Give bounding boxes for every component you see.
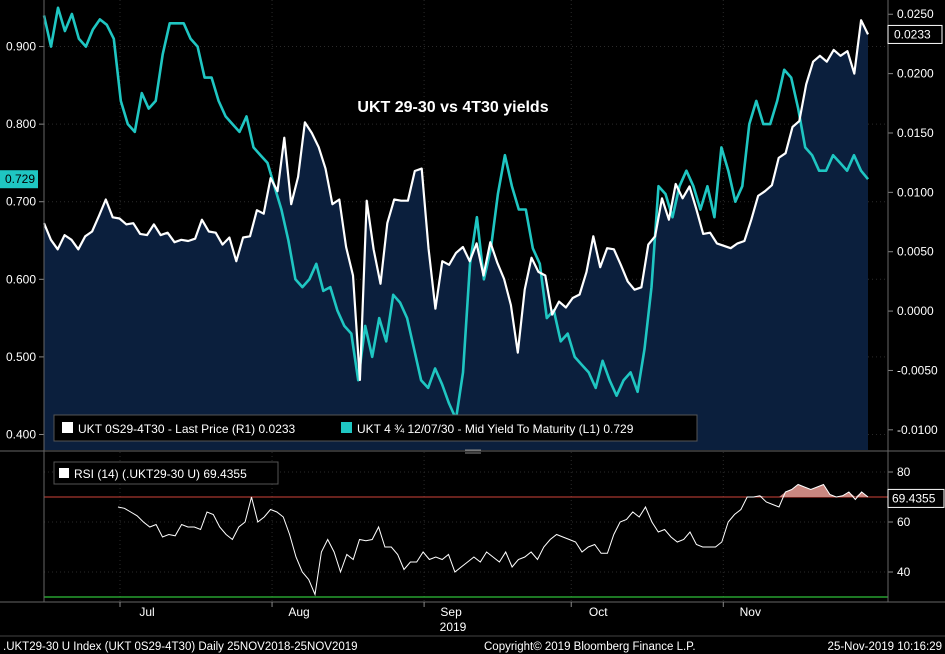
right-tick-label: 0.0100 (897, 185, 934, 199)
x-tick-label: Aug (288, 605, 309, 619)
right-tick-label: 0.0150 (897, 126, 934, 140)
right-current-tag: 0.0233 (887, 24, 943, 44)
rsi-current-tag: 69.4355 (887, 488, 945, 508)
footer-copyright: Copyright© 2019 Bloomberg Finance L.P. (484, 641, 696, 653)
x-tick-label: Oct (589, 605, 608, 619)
right-tick-label: 0.0000 (897, 304, 934, 318)
legend-box (53, 414, 698, 442)
footer-timestamp: 25-Nov-2019 10:16:29 (828, 641, 942, 653)
x-year-label: 2019 (440, 620, 467, 634)
left-tick-label: 0.400 (6, 427, 36, 441)
right-axis-ticks: 0.0250 0.0200 0.0150 0.0100 0.0050 0.0000 -0.0… (887, 0, 938, 602)
rsi-legend-box (53, 461, 279, 485)
left-current-tag-box (0, 170, 38, 189)
right-tick-label: 0.0200 (897, 67, 934, 81)
rsi-grid (44, 471, 888, 573)
rsi-panel: 80 60 40 69.4355 RSI (14) (.UKT29-30 U) 69… (43, 452, 945, 602)
rsi-current-tag-label: 69.4355 (892, 491, 936, 505)
right-tick-label: -0.0050 (897, 363, 938, 377)
left-tick-label: 0.800 (6, 117, 36, 131)
footer-left-text: .UKT29-30 U Index (UKT 0S29-4T30) Daily … (3, 641, 358, 653)
rsi-axis-ticks: 80 60 40 (43, 452, 911, 602)
r1-area-fill (44, 20, 868, 450)
rsi-current-tag-box (887, 488, 945, 508)
legend-label-r1: UKT 0S29-4T30 - Last Price (R1) 0.0233 (78, 422, 296, 436)
left-tick-label: 0.700 (6, 195, 36, 209)
rsi-series-line (117, 483, 869, 597)
chart-title: UKT 29-30 vs 4T30 yields (357, 99, 548, 116)
x-axis-ticks: Jul Aug Sep Oct Nov (119, 602, 761, 619)
right-tick-label: 0.0050 (897, 245, 934, 259)
right-current-tag-box (887, 24, 943, 44)
left-tick-label: 0.600 (6, 272, 36, 286)
right-tick-label: 0.0250 (897, 7, 934, 21)
rsi-tick-label: 60 (897, 515, 911, 529)
rsi-tick-label: 40 (897, 565, 911, 579)
left-current-tag-label: 0.729 (5, 172, 35, 186)
right-tick-label: -0.0100 (897, 423, 938, 437)
left-current-tag: 0.729 (0, 170, 38, 189)
main-panel: UKT 29-30 vs 4T30 yields 0.900 0.800 0.700… (0, 0, 943, 602)
x-tick-label: Sep (440, 605, 462, 619)
rsi-legend-label: RSI (14) (.UKT29-30 U) 69.4355 (74, 467, 247, 481)
panel-resize-handle[interactable] (465, 449, 481, 454)
rsi-overbought-fill (118, 484, 868, 497)
left-tick-label: 0.900 (6, 40, 36, 54)
legend-label-l1: UKT 4 ¾ 12/07/30 - Mid Yield To Maturity… (357, 422, 634, 436)
r1-series-line (42, 19, 869, 381)
left-tick-label: 0.500 (6, 350, 36, 364)
rsi-legend: RSI (14) (.UKT29-30 U) 69.4355 (53, 461, 279, 485)
x-tick-label: Nov (740, 605, 761, 619)
main-legend: UKT 0S29-4T30 - Last Price (R1) 0.0233 U… (53, 414, 698, 442)
rsi-legend-swatch (59, 468, 69, 478)
left-axis-ticks: 0.900 0.800 0.700 0.600 0.500 0.400 (6, 0, 45, 602)
x-tick-label: Jul (139, 605, 154, 619)
rsi-tick-label: 80 (897, 465, 911, 479)
legend-swatch-r1 (62, 422, 73, 433)
legend-swatch-l1 (341, 422, 352, 433)
right-current-tag-label: 0.0233 (894, 27, 931, 41)
